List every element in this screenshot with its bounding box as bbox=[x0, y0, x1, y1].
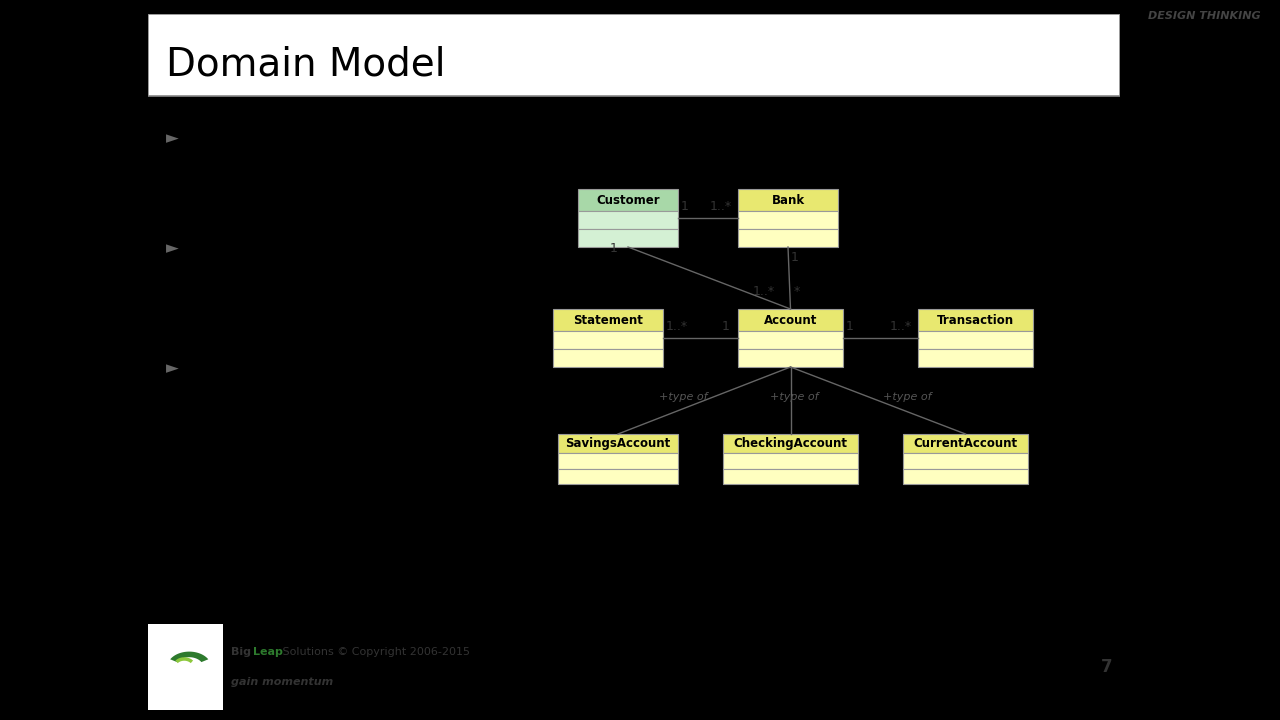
Text: notations: notations bbox=[198, 153, 289, 172]
Text: DESIGN THINKING: DESIGN THINKING bbox=[1148, 11, 1261, 21]
Text: 1..*: 1..* bbox=[753, 285, 774, 298]
Bar bbox=[739, 349, 844, 367]
Bar bbox=[553, 331, 663, 349]
Text: ►: ► bbox=[166, 359, 179, 377]
Bar bbox=[918, 331, 1033, 349]
Text: Domain Model: Domain Model bbox=[166, 45, 445, 83]
Text: notations: notations bbox=[198, 287, 289, 306]
Text: Big: Big bbox=[230, 647, 251, 657]
Text: CurrentAccount: CurrentAccount bbox=[914, 437, 1018, 450]
Bar bbox=[579, 229, 678, 247]
Text: 7: 7 bbox=[1101, 658, 1112, 676]
Text: Account: Account bbox=[764, 313, 817, 326]
Text: +type of: +type of bbox=[771, 392, 819, 402]
Bar bbox=[739, 229, 838, 247]
Text: solution space: solution space bbox=[198, 431, 339, 450]
Bar bbox=[558, 434, 678, 453]
Bar bbox=[553, 309, 663, 331]
Bar bbox=[723, 453, 858, 469]
Text: space … not: space … not bbox=[198, 407, 319, 426]
Text: 1: 1 bbox=[722, 320, 730, 333]
Text: ►: ► bbox=[166, 239, 179, 257]
Text: Solutions © Copyright 2006-2015: Solutions © Copyright 2006-2015 bbox=[279, 647, 470, 657]
Bar bbox=[148, 14, 1120, 96]
Text: 1: 1 bbox=[791, 251, 799, 264]
Bar bbox=[918, 309, 1033, 331]
Text: 1: 1 bbox=[846, 320, 854, 333]
Bar bbox=[148, 624, 223, 710]
Text: +type of: +type of bbox=[883, 392, 932, 402]
Text: 1: 1 bbox=[681, 200, 689, 213]
Bar bbox=[558, 453, 678, 469]
Bar bbox=[902, 434, 1028, 453]
Bar bbox=[739, 189, 838, 211]
Text: Entities from: Entities from bbox=[198, 359, 323, 378]
Text: *: * bbox=[794, 285, 800, 298]
Bar bbox=[579, 211, 678, 229]
Bar bbox=[558, 469, 678, 484]
Bar bbox=[723, 469, 858, 484]
Bar bbox=[739, 309, 844, 331]
Text: +type of: +type of bbox=[659, 392, 708, 402]
Bar bbox=[579, 189, 678, 211]
Text: 1..*: 1..* bbox=[890, 320, 913, 333]
Text: No standard: No standard bbox=[198, 129, 317, 148]
Bar bbox=[723, 434, 858, 453]
Text: Leap: Leap bbox=[253, 647, 283, 657]
Text: 1..*: 1..* bbox=[710, 200, 732, 213]
Text: CheckingAccount: CheckingAccount bbox=[733, 437, 847, 450]
Bar bbox=[739, 211, 838, 229]
Text: SavingsAccount: SavingsAccount bbox=[566, 437, 671, 450]
Text: class diagram: class diagram bbox=[198, 263, 334, 282]
Text: Customer: Customer bbox=[596, 194, 659, 207]
Text: 1..*: 1..* bbox=[666, 320, 689, 333]
Polygon shape bbox=[170, 652, 209, 662]
Bar bbox=[553, 349, 663, 367]
Bar bbox=[918, 349, 1033, 367]
Text: 1: 1 bbox=[611, 242, 618, 255]
Text: gain momentum: gain momentum bbox=[230, 678, 333, 688]
Text: Transaction: Transaction bbox=[937, 313, 1014, 326]
Text: problem: problem bbox=[198, 383, 279, 402]
Bar bbox=[902, 453, 1028, 469]
Text: Statement: Statement bbox=[573, 313, 643, 326]
Text: ►: ► bbox=[166, 129, 179, 147]
Text: Bank: Bank bbox=[772, 194, 805, 207]
Bar bbox=[902, 469, 1028, 484]
Bar bbox=[739, 331, 844, 349]
Text: Couple of: Couple of bbox=[198, 239, 291, 258]
